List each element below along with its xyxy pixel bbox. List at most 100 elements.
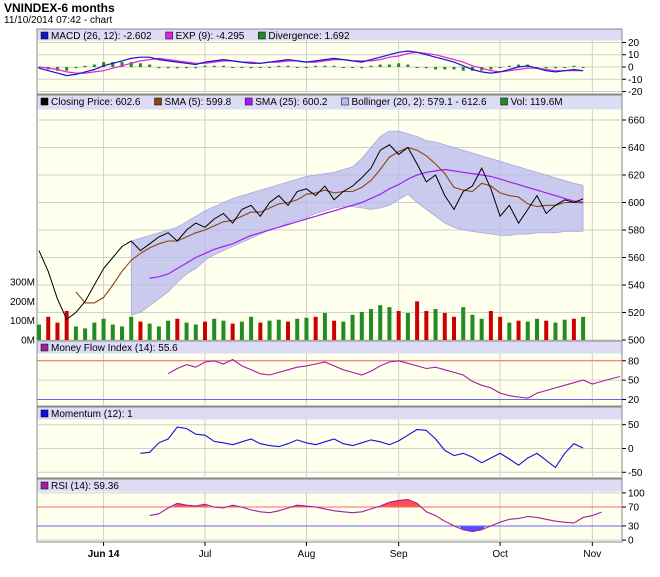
macd-divergence-bar [351,67,355,68]
macd-legend-item: MACD (26, 12): -2.602 [51,31,152,42]
macd-divergence-bar [535,67,539,68]
volume-bar [267,320,272,340]
macd-divergence-bar [480,67,484,71]
price-legend-swatch [154,97,162,106]
price-legend-item: SMA (25): 600.2 [255,97,328,108]
volume-tick-label: 300M [10,278,35,289]
macd-divergence-bar [258,67,262,68]
volume-bar [433,309,438,340]
macd-divergence-bar [424,67,428,69]
macd-divergence-bar [212,65,216,67]
volume-bar [193,324,198,340]
volume-bar [470,314,475,340]
macd-divergence-bar [581,67,585,68]
macd-divergence-bar [507,65,511,67]
volume-tick-label: 200M [10,297,35,308]
volume-bar [378,305,383,340]
volume-bar [221,320,226,340]
macd-divergence-bar [323,65,327,67]
macd-divergence-bar [498,67,502,68]
macd-divergence-bar [268,67,272,68]
sma5-line [75,146,584,304]
volume-bar [101,318,106,340]
volume-bar [46,316,51,340]
macd-divergence-bar [92,64,96,67]
rsi-ytick-label: 70 [628,503,640,514]
macd-divergence-bar [203,65,207,67]
macd-divergence-bar [102,62,106,67]
chart-title: VNINDEX-6 months [4,1,115,15]
macd-legend-bar [37,29,622,41]
mfi-ytick-label: 20 [628,395,640,406]
macd-divergence-bar [221,65,225,67]
macd-divergence-bar [443,67,447,70]
macd-divergence-bar [387,64,391,67]
volume-bar [553,322,558,340]
macd-divergence-bar [83,65,87,67]
macd-divergence-bar [489,67,493,70]
volume-bar [212,318,217,340]
price-ytick-label: 600 [628,198,645,209]
volume-bar [341,321,346,340]
volume-bar [405,312,410,340]
volume-bar [64,311,69,340]
volume-bar [304,317,309,340]
volume-bar [286,321,290,340]
volume-bar [276,319,281,340]
macd-divergence-bar [332,65,336,67]
volume-bar [166,320,171,340]
macd-divergence-bar [120,62,124,67]
rsi-ytick-label: 30 [628,521,640,532]
macd-divergence-bar [517,64,521,67]
macd-divergence-bar [231,67,235,68]
macd-ytick-label: -10 [628,75,643,86]
volume-bar [332,320,337,340]
sma25-line [149,168,584,279]
macd-legend-swatch [165,31,173,40]
macd-legend-swatch [40,31,49,40]
macd-divergence-bar [397,63,401,67]
volume-bar [120,326,124,340]
price-ytick-label: 500 [628,336,645,347]
volume-bar [156,326,161,340]
volume-bar [138,321,143,340]
macd-legend-item: Divergence: 1.692 [268,31,350,42]
macd-divergence-bar [406,64,410,67]
price-ytick-label: 660 [628,116,645,127]
volume-bar [544,320,549,340]
momentum-legend-swatch [40,409,49,418]
volume-bar [83,328,88,340]
volume-bar [498,316,503,340]
macd-divergence-bar [157,67,161,69]
macd-divergence-bar [129,62,133,67]
macd-divergence-bar [461,67,465,71]
volume-bar [479,318,484,340]
volume-bar [488,311,493,340]
volume-bar [239,321,244,340]
macd-divergence-bar [138,63,142,67]
volume-bar [424,311,429,340]
volume-bar [55,322,60,340]
macd-legend-item: EXP (9): -4.295 [176,31,245,42]
macd-divergence-bar [434,67,438,70]
price-ytick-label: 540 [628,281,645,292]
macd-line [38,50,584,77]
x-tick-label: Aug [298,549,316,560]
volume-bar [525,321,530,340]
rsi-ytick-label: 0 [628,536,634,547]
x-tick-label: Jul [199,549,212,560]
mfi-line [167,358,621,399]
macd-ytick-label: 20 [628,38,640,49]
price-legend-item: Bollinger (20, 2): 579.1 - 612.6 [351,97,487,108]
macd-divergence-bar [544,67,548,69]
macd-divergence-bar [314,65,318,67]
macd-divergence-bar [111,62,115,67]
volume-bar [73,326,78,340]
rsi-legend-item: RSI (14): 59.36 [51,481,119,492]
price-legend-item: SMA (5): 599.8 [165,97,232,108]
macd-divergence-bar [286,65,290,67]
volume-bar [415,301,420,340]
volume-bar [295,318,300,340]
macd-divergence-bar [65,67,69,71]
